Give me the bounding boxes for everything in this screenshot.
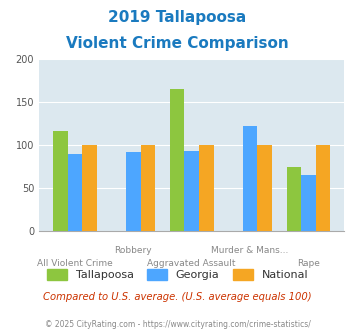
Legend: Tallapoosa, Georgia, National: Tallapoosa, Georgia, National — [41, 263, 314, 285]
Text: Violent Crime Comparison: Violent Crime Comparison — [66, 36, 289, 51]
Bar — [199, 145, 214, 231]
Bar — [184, 151, 199, 231]
Bar — [170, 89, 184, 231]
Bar — [243, 126, 257, 231]
Text: © 2025 CityRating.com - https://www.cityrating.com/crime-statistics/: © 2025 CityRating.com - https://www.city… — [45, 320, 310, 329]
Bar — [316, 145, 331, 231]
Bar — [82, 145, 97, 231]
Bar — [141, 145, 155, 231]
Text: All Violent Crime: All Violent Crime — [37, 259, 113, 268]
Text: 2019 Tallapoosa: 2019 Tallapoosa — [108, 10, 247, 25]
Bar — [257, 145, 272, 231]
Bar — [301, 175, 316, 231]
Bar — [67, 154, 82, 231]
Bar — [286, 167, 301, 231]
Text: Murder & Mans...: Murder & Mans... — [212, 246, 289, 255]
Bar — [126, 152, 141, 231]
Text: Robbery: Robbery — [114, 246, 152, 255]
Text: Rape: Rape — [297, 259, 320, 268]
Bar — [53, 131, 67, 231]
Text: Aggravated Assault: Aggravated Assault — [147, 259, 236, 268]
Text: Compared to U.S. average. (U.S. average equals 100): Compared to U.S. average. (U.S. average … — [43, 292, 312, 302]
